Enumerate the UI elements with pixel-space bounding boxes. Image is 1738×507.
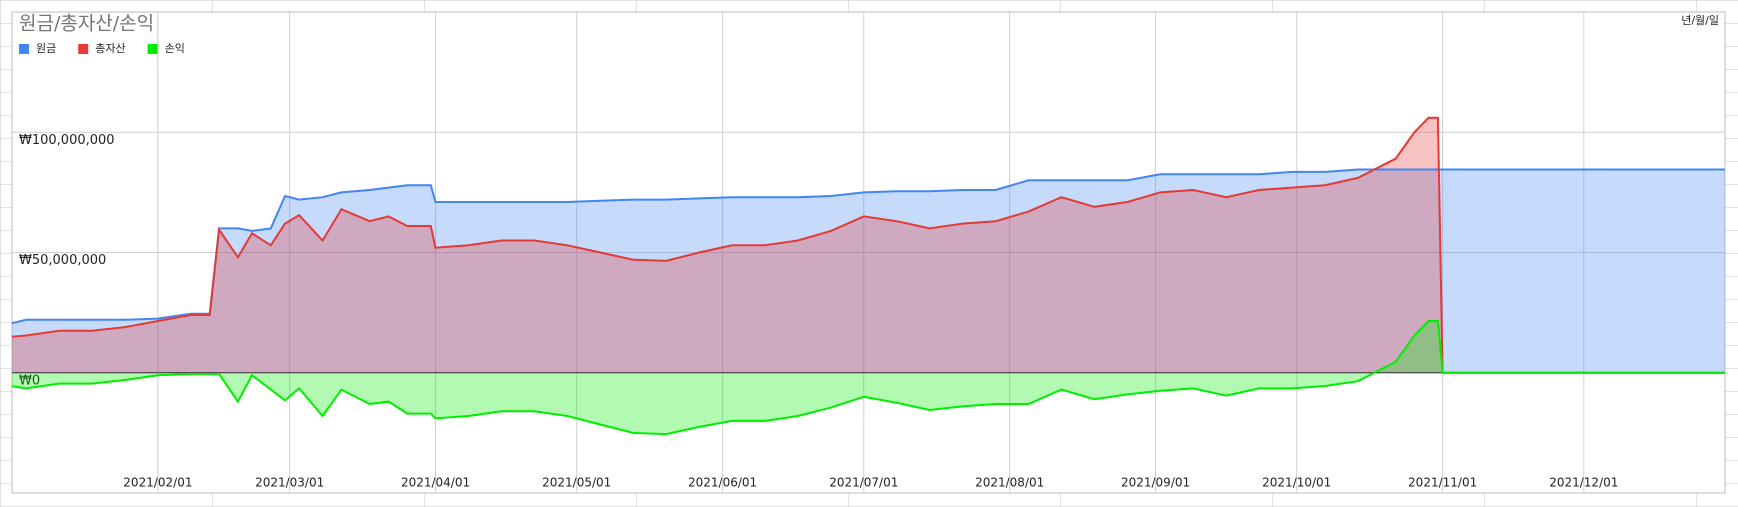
y-tick-label: ₩0 <box>19 373 40 388</box>
legend-label: 원금 <box>36 42 56 55</box>
y-tick-label: ₩50,000,000 <box>19 253 106 268</box>
x-tick-label: 2021/02/01 <box>123 476 192 490</box>
x-tick-label: 2021/06/01 <box>688 476 757 490</box>
series-line <box>11 168 1725 325</box>
x-tick-label: 2021/04/01 <box>401 476 470 490</box>
x-axis-title: 년/월/일 <box>1681 13 1719 27</box>
area-fill <box>12 321 1725 435</box>
series-line <box>11 320 1725 436</box>
x-tick-label: 2021/10/01 <box>1262 476 1331 490</box>
area-fill <box>12 169 1725 373</box>
legend-label: 손익 <box>165 42 185 55</box>
y-tick-label: ₩100,000,000 <box>19 133 115 148</box>
x-tick-label: 2021/07/01 <box>829 476 898 490</box>
x-tick-label: 2021/05/01 <box>542 476 611 490</box>
chart-title: 원금/총자산/손익 <box>19 13 154 35</box>
legend-swatch <box>19 44 29 54</box>
legend-swatch <box>78 44 89 54</box>
x-tick-label: 2021/12/01 <box>1549 476 1618 490</box>
legend-label: 총자산 <box>95 42 125 55</box>
series-line <box>11 116 1725 374</box>
x-tick-label: 2021/11/01 <box>1408 476 1477 490</box>
legend-swatch <box>147 44 158 54</box>
area-fill <box>12 117 1725 373</box>
x-tick-label: 2021/03/01 <box>255 476 324 490</box>
x-tick-label: 2021/09/01 <box>1121 476 1190 490</box>
x-tick-label: 2021/08/01 <box>975 476 1044 490</box>
